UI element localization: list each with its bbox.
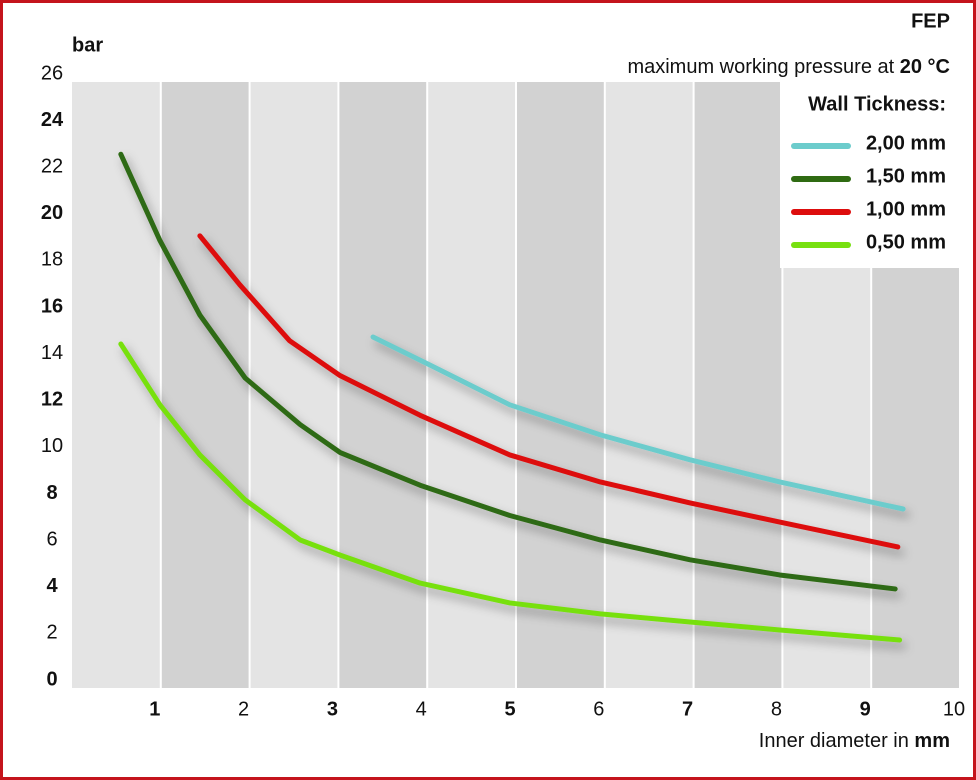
y-tick-label: 18 (41, 249, 63, 271)
y-tick-label: 22 (41, 156, 63, 178)
subtitle-text: maximum working pressure at (627, 56, 894, 78)
legend-label: 2,00 mm (866, 132, 946, 154)
x-tick-label: 5 (504, 698, 515, 720)
legend-label: 0,50 mm (866, 231, 946, 253)
line (118, 341, 903, 643)
line (118, 151, 898, 592)
y-tick-label: 14 (41, 342, 63, 364)
y-unit: bar (72, 34, 103, 56)
y-tick-label: 6 (46, 528, 57, 550)
plot-area (72, 82, 961, 688)
y-tick-label: 26 (41, 62, 63, 84)
line (370, 334, 906, 512)
column-band (516, 82, 605, 688)
y-tick-label: 4 (46, 575, 58, 597)
column-band (160, 82, 250, 688)
legend-title: Wall Tickness: (808, 93, 946, 115)
legend-label: 1,00 mm (866, 198, 946, 220)
y-tick-label: 12 (41, 389, 63, 411)
x-tick-label: 6 (593, 698, 604, 720)
y-tick-label: 16 (41, 295, 63, 317)
x-tick-label: 8 (771, 698, 782, 720)
x-tick-label: 9 (860, 698, 871, 720)
legend-label: 1,50 mm (866, 165, 946, 187)
x-tick-label: 7 (682, 698, 693, 720)
y-tick-label: 10 (41, 435, 63, 457)
y-tick-label: 20 (41, 202, 63, 224)
x-tick-label: 4 (416, 698, 427, 720)
y-tick-label: 0 (46, 668, 57, 690)
x-tick-label: 10 (943, 698, 965, 720)
y-tick-label: 2 (46, 622, 57, 644)
x-label-emphasis: mm (914, 730, 950, 752)
x-tick-label: 2 (238, 698, 249, 720)
legend-box (780, 82, 960, 268)
x-label-text: Inner diameter in (759, 730, 909, 752)
subtitle: maximum working pressure at 20 °C (627, 56, 950, 78)
subtitle-emphasis: 20 °C (900, 56, 950, 78)
chart-title: FEP (911, 10, 950, 32)
line (197, 233, 901, 550)
column-band (693, 82, 783, 688)
column-band (338, 82, 428, 688)
y-tick-label: 8 (46, 482, 57, 504)
y-tick-label: 24 (41, 109, 64, 131)
x-tick-label: 1 (149, 698, 160, 720)
x-tick-label: 3 (327, 698, 338, 720)
x-axis-label: Inner diameter in mm (759, 730, 950, 752)
